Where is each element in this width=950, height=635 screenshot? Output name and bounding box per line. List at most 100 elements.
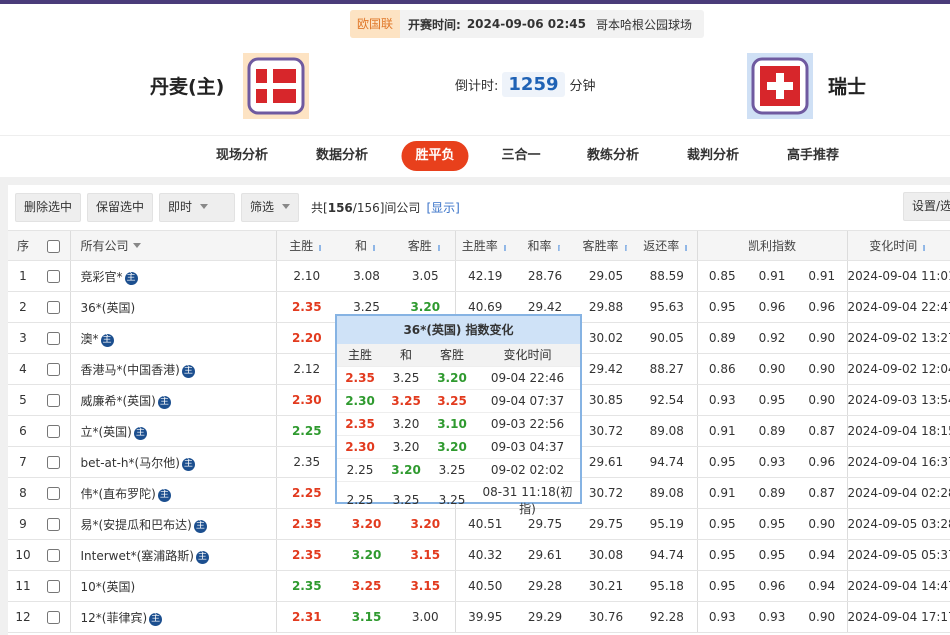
- odds-cell: 3.10: [429, 411, 475, 435]
- change-time[interactable]: 2024-09-02 13:27: [846, 322, 950, 354]
- change-time[interactable]: 2024-09-04 18:15: [846, 415, 950, 447]
- company-badge: 主: [195, 550, 209, 564]
- company-name[interactable]: 立*(英国): [80, 424, 132, 439]
- checkbox-cell: [38, 446, 70, 478]
- rate-cell: 30.72: [575, 477, 637, 509]
- kelly-cell: 0.95: [696, 570, 747, 602]
- row-checkbox[interactable]: [47, 518, 61, 531]
- change-time[interactable]: 2024-09-04 11:01: [846, 260, 950, 292]
- odds-cell: 2.35: [337, 411, 383, 435]
- change-time[interactable]: 2024-09-04 02:28: [846, 477, 950, 509]
- odds-value: 3.25: [438, 462, 466, 477]
- select-all-checkbox[interactable]: [47, 239, 61, 253]
- kelly-cell: 0.95: [696, 508, 747, 540]
- change-time[interactable]: 2024-09-02 12:04: [846, 353, 950, 385]
- change-time[interactable]: 2024-09-04 16:37: [846, 446, 950, 478]
- change-time[interactable]: 2024-09-05 03:28: [846, 508, 950, 540]
- popup-column-header: 客胜: [429, 344, 475, 366]
- nav-tab[interactable]: 教练分析: [586, 148, 640, 163]
- kelly-cell: 0.93: [696, 601, 747, 633]
- company-name[interactable]: 伟*(直布罗陀): [80, 486, 156, 501]
- change-time[interactable]: 2024-09-05 05:37: [846, 539, 950, 571]
- company-name[interactable]: 36*(英国): [80, 300, 136, 315]
- rate-cell: 92.28: [637, 601, 697, 633]
- change-time[interactable]: 2024-09-03 13:54: [846, 384, 950, 416]
- row-checkbox[interactable]: [47, 611, 61, 624]
- nav-tab[interactable]: 胜平负: [401, 141, 469, 171]
- nav-tab[interactable]: 高手推荐: [786, 148, 840, 163]
- kelly-cell: 0.95: [696, 291, 747, 323]
- odds-cell: 3.08: [337, 260, 396, 292]
- odds-value: 2.25: [346, 462, 374, 477]
- row-checkbox[interactable]: [47, 394, 61, 407]
- show-link[interactable]: [显示]: [426, 200, 460, 215]
- row-checkbox[interactable]: [47, 332, 61, 345]
- rate-cell: 88.59: [637, 260, 697, 292]
- company-cell: 易*(安提瓜和巴布达) 主: [69, 508, 276, 540]
- kelly-cell: 0.96: [747, 570, 797, 602]
- change-time[interactable]: 2024-09-04 14:47: [846, 570, 950, 602]
- odds-cell: 3.20: [337, 539, 396, 571]
- row-checkbox[interactable]: [47, 580, 61, 593]
- column-header[interactable]: 和率: [515, 230, 575, 261]
- odds-value: 3.25: [353, 300, 380, 314]
- column-header[interactable]: 和: [337, 230, 396, 261]
- odds-cell: 3.00: [396, 601, 455, 633]
- popup-body: 2.35 3.25 3.20 09-04 22:46 2.30 3.25 3.25 09-04…: [337, 365, 580, 518]
- company-name[interactable]: bet-at-h*(马尔他): [80, 455, 180, 470]
- column-header[interactable]: 返还率: [637, 230, 697, 261]
- company-name[interactable]: 12*(菲律宾): [80, 610, 148, 625]
- company-name[interactable]: 10*(英国): [80, 579, 136, 594]
- kelly-cell: 0.94: [797, 539, 848, 571]
- odds-cell: 2.35: [337, 365, 383, 389]
- odds-cell: 3.15: [337, 601, 396, 633]
- odds-cell: 3.25: [337, 570, 396, 602]
- row-checkbox[interactable]: [47, 301, 61, 314]
- odds-cell: 2.25: [337, 480, 383, 518]
- league[interactable]: 欧国联: [350, 10, 401, 38]
- row-checkbox[interactable]: [47, 487, 61, 500]
- company-name[interactable]: 威廉希*(英国): [80, 393, 156, 408]
- column-header[interactable]: 主胜率: [454, 230, 515, 261]
- row-number: 11: [8, 570, 38, 602]
- nav-tab[interactable]: 裁判分析: [686, 148, 740, 163]
- company-name[interactable]: 竞彩官*: [80, 269, 123, 284]
- popup-row: 2.25 3.25 3.25 08-31 11:18(初指): [337, 480, 580, 518]
- column-header[interactable]: 客胜率: [575, 230, 637, 261]
- company-name[interactable]: Interwet*(塞浦路斯): [80, 548, 194, 563]
- nav-tab[interactable]: 三合一: [501, 148, 541, 163]
- odds-value: 2.35: [345, 416, 375, 431]
- row-checkbox[interactable]: [47, 363, 61, 376]
- column-header[interactable]: 客胜: [396, 230, 455, 261]
- row-checkbox[interactable]: [47, 270, 61, 283]
- row-number: 5: [8, 384, 38, 416]
- company-cell: bet-at-h*(马尔他) 主: [69, 446, 276, 478]
- column-header[interactable]: 变化时间: [846, 230, 950, 261]
- rate-cell: 42.19: [454, 260, 515, 292]
- delete-button[interactable]: 删除选中: [15, 192, 82, 222]
- settings-button[interactable]: 设置/选: [903, 192, 950, 221]
- row-checkbox[interactable]: [47, 425, 61, 438]
- countdown-value: 1259: [502, 72, 565, 97]
- odds-value: 2.35: [345, 370, 375, 385]
- kelly-cell: 0.96: [797, 291, 848, 323]
- change-time[interactable]: 2024-09-04 22:47: [846, 291, 950, 323]
- company-name[interactable]: 易*(安提瓜和巴布达): [80, 517, 192, 532]
- column-header[interactable]: 主胜: [275, 230, 337, 261]
- nav-tab[interactable]: 现场分析: [215, 148, 269, 163]
- home-team[interactable]: 丹麦(主): [150, 76, 225, 98]
- company-name[interactable]: 香港马*(中国香港): [80, 362, 180, 377]
- filter-select[interactable]: 筛选: [241, 192, 300, 222]
- nav-tab[interactable]: 数据分析: [315, 148, 369, 163]
- away-team[interactable]: 瑞士: [828, 76, 867, 98]
- row-checkbox[interactable]: [47, 549, 61, 562]
- odds-cell: 2.25: [275, 415, 337, 447]
- change-time[interactable]: 2024-09-04 17:17: [846, 601, 950, 633]
- company-name[interactable]: 澳*: [80, 331, 99, 346]
- row-checkbox[interactable]: [47, 456, 61, 469]
- odds-value: 2.30: [345, 439, 375, 454]
- match-info: 欧国联 开赛时间: 2024-09-06 02:45 哥本哈根公园球场: [350, 10, 704, 38]
- keep-button[interactable]: 保留选中: [87, 192, 154, 222]
- mode-select[interactable]: 即时: [159, 192, 236, 222]
